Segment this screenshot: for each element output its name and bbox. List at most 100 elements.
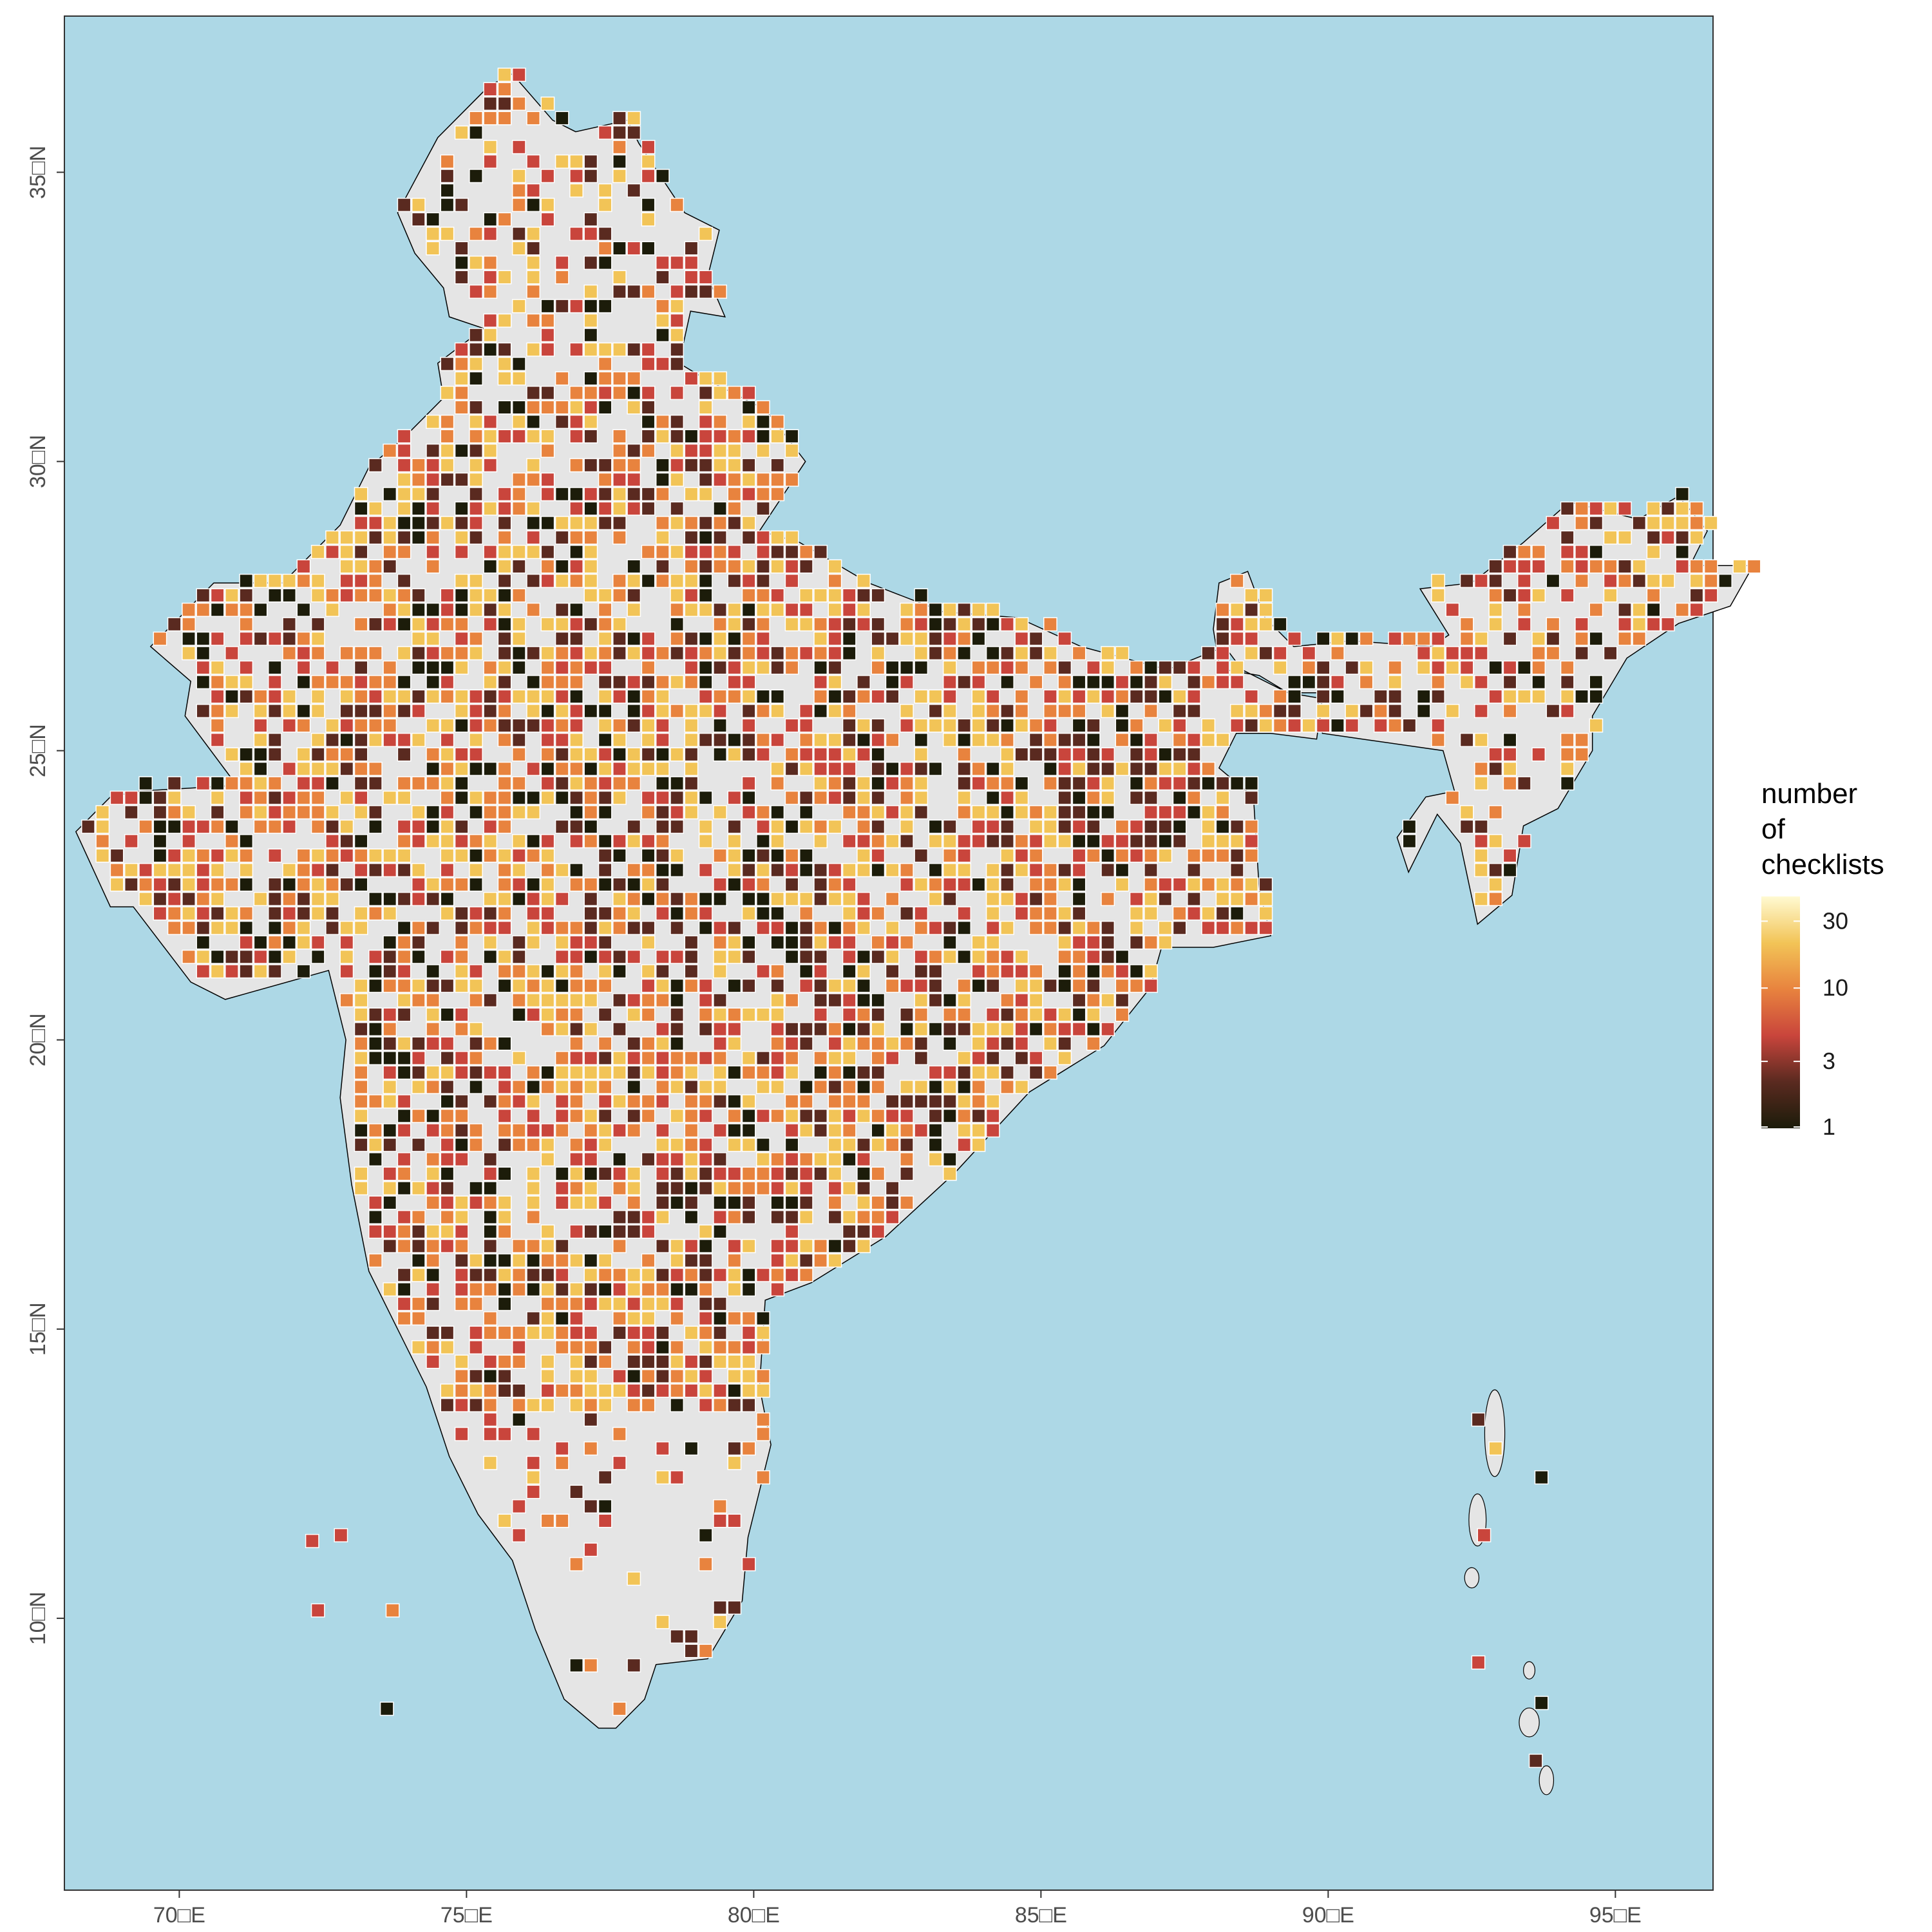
checklist-cell — [985, 646, 1000, 661]
checklist-cell — [1316, 704, 1331, 719]
checklist-cell — [857, 1094, 871, 1109]
checklist-cell — [1215, 675, 1230, 690]
checklist-cell — [253, 732, 268, 747]
checklist-cell — [225, 848, 239, 863]
checklist-cell — [1057, 877, 1072, 892]
checklist-cell — [698, 646, 713, 661]
checklist-cell — [1187, 877, 1201, 892]
checklist-cell — [857, 617, 871, 632]
checklist-cell — [267, 935, 282, 950]
checklist-cell — [383, 1036, 397, 1051]
checklist-cell — [741, 1383, 756, 1398]
checklist-cell — [713, 414, 727, 429]
checklist-cell — [569, 1397, 583, 1412]
checklist-cell — [784, 863, 799, 878]
checklist-cell — [554, 1181, 569, 1196]
checklist-cell — [554, 559, 569, 574]
checklist-cell — [957, 631, 972, 646]
checklist-cell — [1416, 646, 1431, 661]
checklist-cell — [1101, 993, 1115, 1008]
checklist-cell — [1546, 631, 1560, 646]
checklist-cell — [397, 1311, 412, 1326]
checklist-cell — [325, 602, 339, 617]
checklist-cell — [627, 1166, 641, 1181]
checklist-cell — [713, 1615, 727, 1629]
checklist-cell — [641, 1397, 656, 1412]
checklist-cell — [727, 386, 742, 401]
checklist-cell — [469, 1137, 483, 1152]
checklist-cell — [569, 949, 583, 964]
checklist-cell — [440, 1036, 455, 1051]
checklist-cell — [684, 906, 699, 921]
checklist-cell — [426, 978, 440, 993]
checklist-cell — [655, 516, 670, 531]
checklist-cell — [885, 675, 900, 690]
checklist-cell — [554, 530, 569, 545]
checklist-cell — [383, 516, 397, 531]
checklist-cell — [598, 863, 612, 878]
checklist-cell — [1072, 747, 1086, 762]
checklist-cell — [971, 949, 986, 964]
checklist-cell — [598, 125, 612, 140]
checklist-cell — [1689, 501, 1704, 516]
checklist-cell — [985, 906, 1000, 921]
checklist-cell — [497, 1282, 512, 1297]
checklist-cell — [554, 1123, 569, 1138]
checklist-cell — [526, 530, 541, 545]
checklist-cell — [540, 646, 555, 661]
checklist-cell — [684, 1137, 699, 1152]
checklist-cell — [411, 501, 426, 516]
checklist-cell — [526, 1470, 541, 1485]
checklist-cell — [225, 949, 239, 964]
checklist-cell — [1072, 949, 1086, 964]
checklist-cell — [641, 1050, 656, 1065]
checklist-cell — [253, 949, 268, 964]
checklist-cell — [655, 978, 670, 993]
checklist-cell — [1502, 704, 1517, 719]
checklist-cell — [569, 1181, 583, 1196]
checklist-cell — [440, 732, 455, 747]
checklist-cell — [857, 805, 871, 820]
checklist-cell — [583, 877, 598, 892]
checklist-cell — [1115, 646, 1130, 661]
checklist-cell — [756, 732, 770, 747]
checklist-cell — [1144, 776, 1158, 791]
checklist-cell — [871, 1022, 886, 1037]
checklist-cell — [741, 732, 756, 747]
checklist-cell — [627, 458, 641, 473]
checklist-cell — [426, 241, 440, 256]
checklist-cell — [296, 906, 311, 921]
checklist-cell — [1028, 732, 1043, 747]
checklist-cell — [670, 1065, 685, 1080]
checklist-cell — [325, 776, 339, 791]
checklist-cell — [813, 588, 828, 603]
checklist-cell — [942, 1079, 957, 1094]
checklist-cell — [368, 1152, 383, 1167]
checklist-cell — [985, 602, 1000, 617]
checklist-cell — [511, 1325, 526, 1340]
checklist-cell — [540, 1282, 555, 1297]
checklist-cell — [296, 646, 311, 661]
checklist-cell — [727, 689, 742, 704]
checklist-cell — [1057, 1007, 1072, 1022]
checklist-cell — [483, 284, 498, 299]
checklist-cell — [583, 1152, 598, 1167]
checklist-cell — [928, 993, 943, 1008]
checklist-cell — [296, 718, 311, 733]
checklist-cell — [153, 819, 167, 834]
checklist-cell — [526, 1181, 541, 1196]
checklist-cell — [741, 718, 756, 733]
checklist-cell — [569, 1065, 583, 1080]
checklist-cell — [1201, 675, 1216, 690]
checklist-cell — [871, 906, 886, 921]
checklist-cell — [727, 877, 742, 892]
checklist-cell — [741, 1368, 756, 1383]
checklist-cell — [784, 559, 799, 574]
checklist-cell — [1215, 891, 1230, 906]
checklist-cell — [1517, 559, 1531, 574]
checklist-cell — [900, 1036, 914, 1051]
checklist-cell — [1043, 1036, 1057, 1051]
checklist-cell — [713, 747, 727, 762]
checklist-cell — [842, 689, 857, 704]
checklist-cell — [727, 573, 742, 588]
